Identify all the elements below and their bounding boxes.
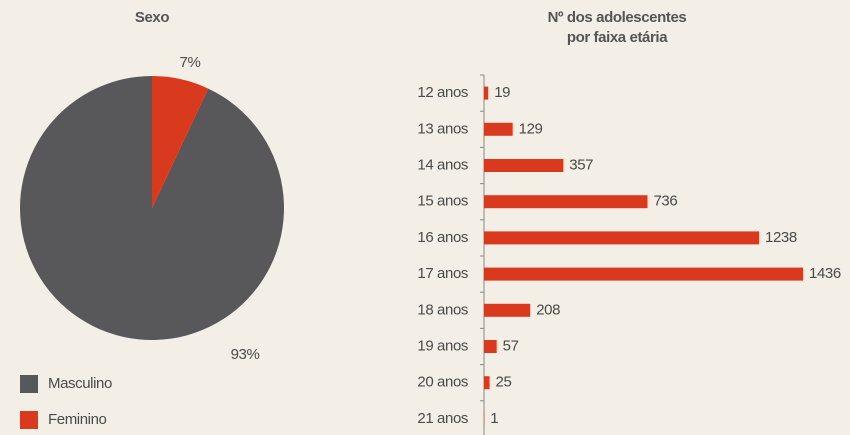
bar-value-label: 736 xyxy=(653,193,677,210)
bar xyxy=(484,122,513,136)
y-tick-label: 21 anos xyxy=(417,410,468,427)
bar xyxy=(484,231,760,245)
pie-slice xyxy=(152,76,209,208)
bar-value-label: 208 xyxy=(536,301,560,318)
legend-label: Feminino xyxy=(48,411,107,428)
pie-slice xyxy=(20,76,285,340)
bar xyxy=(484,340,497,353)
y-tick-label: 19 anos xyxy=(417,337,468,354)
y-tick-label: 12 anos xyxy=(417,84,468,101)
legend-swatch xyxy=(20,375,38,393)
pie-title: Sexo xyxy=(135,9,169,26)
y-tick-label: 14 anos xyxy=(417,156,468,173)
y-tick-label: 18 anos xyxy=(417,301,468,318)
bar xyxy=(484,376,490,390)
bar-value-label: 1238 xyxy=(765,229,797,246)
pie-label: 7% xyxy=(180,54,201,71)
pie-label: 93% xyxy=(231,346,260,363)
bar-value-label: 57 xyxy=(503,337,519,354)
bar-value-label: 1 xyxy=(490,410,498,427)
bar-value-label: 1436 xyxy=(809,265,841,282)
bar-value-label: 129 xyxy=(519,120,543,137)
bar-value-label: 19 xyxy=(494,84,510,101)
y-tick-label: 20 anos xyxy=(417,374,468,391)
y-tick-label: 17 anos xyxy=(417,265,468,282)
bar xyxy=(484,159,564,172)
bar-value-label: 357 xyxy=(569,156,593,173)
legend-label: Masculino xyxy=(48,375,112,392)
y-tick-label: 15 anos xyxy=(417,193,468,210)
y-tick-label: 13 anos xyxy=(417,120,468,137)
bar-value-label: 25 xyxy=(496,374,512,391)
bar xyxy=(484,86,489,100)
y-tick-label: 16 anos xyxy=(417,229,468,246)
bar xyxy=(484,267,803,281)
bar-title: por faixa etária xyxy=(567,29,668,46)
bar xyxy=(484,195,648,209)
legend-swatch xyxy=(20,411,38,429)
bar xyxy=(484,303,531,317)
bar-title: Nº dos adolescentes xyxy=(548,9,687,26)
